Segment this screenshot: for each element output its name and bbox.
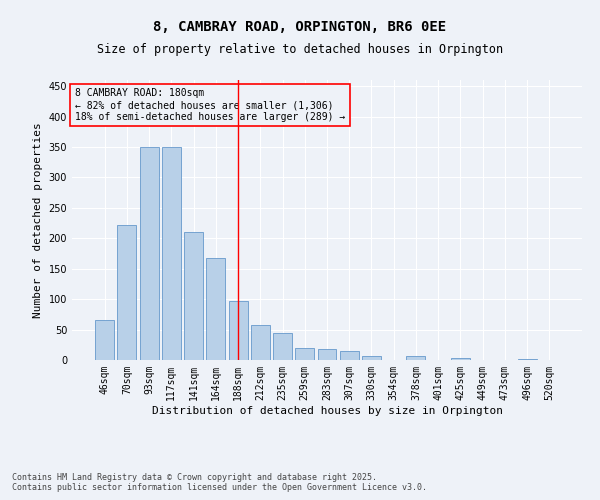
Bar [95,320,114,360]
Bar [251,324,270,360]
Text: 8, CAMBRAY ROAD, ORPINGTON, BR6 0EE: 8, CAMBRAY ROAD, ORPINGTON, BR6 0EE [154,20,446,34]
Bar [184,232,203,360]
Bar [295,348,314,360]
Text: 8 CAMBRAY ROAD: 180sqm
← 82% of detached houses are smaller (1,306)
18% of semi-: 8 CAMBRAY ROAD: 180sqm ← 82% of detached… [74,88,345,122]
Y-axis label: Number of detached properties: Number of detached properties [33,122,43,318]
Bar [362,356,381,360]
Bar [273,333,292,360]
X-axis label: Distribution of detached houses by size in Orpington: Distribution of detached houses by size … [151,406,503,415]
Text: Size of property relative to detached houses in Orpington: Size of property relative to detached ho… [97,42,503,56]
Text: Contains HM Land Registry data © Crown copyright and database right 2025.
Contai: Contains HM Land Registry data © Crown c… [12,473,427,492]
Bar [340,351,359,360]
Bar [406,356,425,360]
Bar [140,147,158,360]
Bar [162,147,181,360]
Bar [229,301,248,360]
Bar [451,358,470,360]
Bar [518,359,536,360]
Bar [317,349,337,360]
Bar [206,258,225,360]
Bar [118,225,136,360]
